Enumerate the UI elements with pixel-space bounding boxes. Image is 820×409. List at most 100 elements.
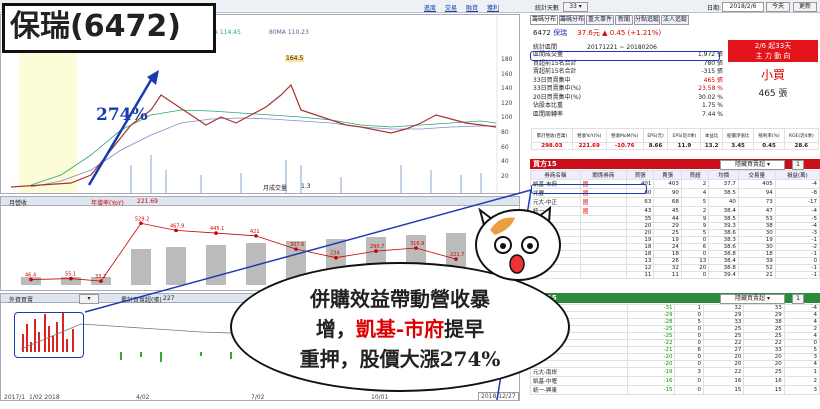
summary-row: 賣超前15名合計 -315 張 (533, 68, 723, 75)
page-title: 保瑞(6472) (2, 3, 216, 53)
table-row[interactable]: -22 0 22 22 0 (529, 339, 820, 347)
price-y-axis: 180 160 140 120 100 80 60 40 20 (501, 56, 513, 180)
date-input[interactable]: 2018/2/6 (722, 2, 764, 12)
update-button[interactable]: 更新 (793, 2, 817, 12)
metric-head: EPS(近4季) (667, 128, 702, 143)
link-trade[interactable]: 交易 (445, 5, 458, 12)
link-progress[interactable]: 進度 (424, 5, 437, 12)
yoy-label: 316.9 (410, 241, 424, 247)
table-row[interactable]: 18 24 6 38.6 30 -2 (530, 243, 820, 251)
buy-col-head: 均價 (708, 170, 739, 180)
table-row[interactable]: -25 0 25 25 4 (529, 332, 820, 340)
table-row[interactable]: 20 29 9 39.3 38 -4 (530, 222, 820, 230)
buy-col-head: 交易量 (737, 170, 776, 180)
table-row[interactable]: -28 5 33 38 4 (529, 318, 820, 326)
metric-head: 本益比 (700, 128, 723, 143)
buy-sort-button[interactable]: 1 (792, 160, 804, 170)
stock-info: 6472 保瑞 37.6元 ▲ 0.45 (+1.21%) (533, 28, 661, 38)
metric-head: 殖利率(%) (753, 128, 785, 143)
metric-head: 營收YoY(%) (571, 128, 607, 143)
stock-change-pct: (+1.21%) (627, 29, 662, 37)
yoy-label: 33.2 (95, 274, 106, 280)
volume-value: 1.3 (301, 183, 311, 190)
table-row[interactable]: -21 6 27 33 5 (529, 346, 820, 354)
flow-select[interactable]: ▾ (79, 294, 99, 304)
table-row[interactable]: -20 0 20 20 3 (529, 353, 820, 361)
metric-value: 8.66 (642, 142, 669, 150)
buy-col-head: 損益(萬) (774, 170, 820, 180)
table-row[interactable]: -25 0 25 25 2 (529, 325, 820, 333)
ma60-label: 60MA 114.45 (201, 29, 241, 36)
table-row[interactable]: 元大-南崁 -19 3 22 25 1 (529, 367, 820, 377)
buy-col-head: 買超 (680, 170, 710, 180)
sell-sort-button[interactable]: 1 (792, 294, 804, 304)
buy-col-head: 關係券商 (579, 170, 627, 180)
tab-branch[interactable]: 分點追蹤 (634, 15, 660, 25)
trend-word: 小買 (760, 68, 785, 82)
table-row[interactable]: -31 1 32 33 -4 (529, 304, 820, 312)
trend-banner: 2/6 起33天 主 力 動 向 (728, 40, 818, 62)
summary-row: 33日買賣集中(%) 23.58 % (533, 85, 723, 92)
revenue-bar (166, 247, 186, 285)
yoy-label: 529.2 (135, 216, 149, 222)
table-row[interactable]: 凱基-中壢 -16 0 16 16 2 (529, 376, 820, 386)
callout-bubble: 併購效益帶動營收暴 增，凱基-市府提早 重押，股價大漲274% (230, 262, 570, 392)
today-button[interactable]: 今天 (766, 2, 790, 12)
tab-events[interactable]: 重大事件 (586, 15, 614, 25)
trend-qty: 465 張 (758, 89, 788, 99)
revenue-bar (246, 243, 266, 285)
revenue-legend-value: 221.69 (137, 198, 158, 205)
date-label: 日期: (707, 5, 722, 12)
revenue-bar (61, 277, 81, 285)
volume-label: 月成交量 (263, 185, 288, 192)
yoy-point (29, 277, 33, 282)
callout-line-2: 增，凱基-市府提早 (315, 317, 485, 341)
flow-bars (20, 312, 262, 362)
metric-value: 11.9 (667, 142, 702, 150)
table-row[interactable]: 統一-興東 -15 0 15 15 3 (529, 385, 820, 395)
metric-head: ROE(近4季) (783, 128, 820, 143)
link-profit[interactable]: 獲利 (487, 5, 500, 12)
table-row[interactable]: 20 25 5 38.6 30 -3 (530, 229, 820, 237)
table-row[interactable]: 12 32 20 38.8 52 -1 (530, 264, 820, 272)
metric-head: EPS(元) (642, 128, 669, 143)
ma80-label: 80MA 110.23 (269, 29, 309, 36)
metric-value: 3.45 (721, 142, 755, 150)
summary-row: 區間周轉率 7.44 % (533, 110, 723, 118)
table-row[interactable]: -20 0 20 20 4 (529, 360, 820, 368)
summary-row: 買超前15名合計 780 張 (533, 59, 723, 67)
stock-code: 6472 (533, 29, 551, 37)
days-select[interactable]: 33 ▾ (563, 2, 588, 12)
stock-change: 0.45 (609, 29, 626, 37)
table-row[interactable]: 35 44 9 38.5 53 -5 (530, 215, 820, 223)
table-row[interactable]: 統一國 43 45 2 38.4 47 -4 (530, 206, 820, 216)
metric-value: -10.76 (605, 142, 644, 150)
summary-row: 區間成交量 1,972 張 (533, 51, 723, 58)
yoy-label: 46.4 (25, 273, 36, 279)
yoy-label: 307.6 (290, 242, 304, 248)
table-row[interactable]: -29 0 29 29 4 (529, 311, 820, 319)
broker-highlight (531, 184, 647, 194)
sell-broker-select[interactable]: 隱藏買賣超 ▾ (720, 294, 785, 304)
peak-label: 164.5 (285, 55, 305, 62)
buy-broker-select[interactable]: 隱藏買賣超 ▾ (720, 160, 785, 170)
table-row[interactable]: 18 18 0 38.8 18 -1 (530, 250, 820, 258)
stock-name: 保瑞 (553, 29, 568, 37)
table-row[interactable]: 13 26 13 38.4 39 0 (530, 257, 820, 265)
revenue-legend: 年增率(YoY) (91, 200, 124, 207)
tab-institutional[interactable]: 法人追蹤 (661, 15, 689, 25)
volume-highlight (530, 51, 720, 61)
metric-value: 0.45 (753, 142, 785, 150)
yoy-label: 234 (330, 251, 340, 257)
tab-distribution[interactable]: 籌碼分布 (530, 15, 558, 25)
table-row[interactable]: 19 19 0 38.3 19 -1 (530, 236, 820, 244)
table-row[interactable]: 11 11 0 39.4 21 -1 (530, 271, 820, 279)
table-row[interactable]: 元大-中正國 63 68 5 40 73 -17 (530, 197, 820, 207)
gain-annotation: 274% (96, 105, 148, 125)
tab-news[interactable]: 新聞 (615, 15, 633, 25)
yoy-label: 467.9 (170, 223, 184, 229)
tab-distribution-2[interactable]: 籌碼分布 (559, 15, 585, 25)
callout-line-3: 重押，股價大漲274% (299, 347, 501, 371)
buy-col-head: 券商名稱 (530, 170, 581, 180)
link-margin[interactable]: 融資 (466, 5, 479, 12)
